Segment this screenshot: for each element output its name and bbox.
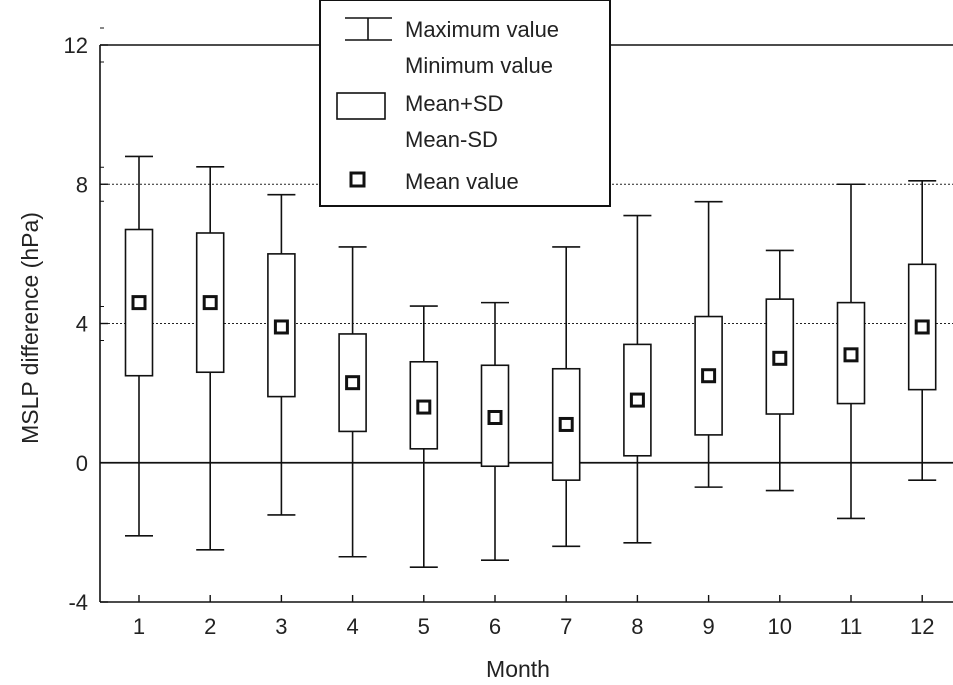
sd-box [124, 228, 154, 377]
legend-min-label: Minimum value [405, 53, 553, 78]
legend-mean-minus-sd-label: Mean-SD [405, 127, 498, 152]
mean-marker [416, 399, 432, 415]
mean-marker [629, 392, 645, 408]
y-tick-label: 12 [64, 33, 88, 58]
y-tick-label: 8 [76, 172, 88, 197]
mean-marker [914, 319, 930, 335]
y-tick-label: 4 [76, 312, 88, 337]
x-tick-label: 3 [275, 614, 287, 639]
x-axis-title: Month [486, 656, 550, 682]
legend-box-icon [336, 92, 386, 120]
sd-box [694, 315, 723, 436]
x-tick-label: 11 [840, 614, 863, 639]
x-tick-label: 8 [631, 614, 643, 639]
mean-marker [202, 295, 218, 311]
sd-box [765, 298, 795, 415]
legend-mean-icon [349, 171, 366, 188]
x-tick-label: 9 [702, 614, 714, 639]
x-tick-label: 10 [768, 614, 792, 639]
mean-marker [701, 368, 717, 384]
mean-marker [273, 319, 289, 335]
x-tick-label: 2 [204, 614, 216, 639]
mean-marker [345, 375, 361, 391]
sd-box [267, 253, 296, 398]
sd-box [551, 367, 581, 481]
x-tick-label: 5 [418, 614, 430, 639]
legend: Maximum value Minimum value Mean+SD Mean… [319, 0, 611, 207]
legend-mean-plus-sd-label: Mean+SD [405, 91, 503, 116]
y-tick-label: 0 [76, 451, 88, 476]
legend-max-label: Maximum value [405, 17, 559, 42]
x-tick-label: 1 [133, 614, 145, 639]
x-tick-label: 12 [910, 614, 934, 639]
x-tick-label: 6 [489, 614, 501, 639]
mean-marker [843, 347, 859, 363]
y-axis-title: MSLP difference (hPa) [17, 212, 43, 444]
x-tick-label: 7 [560, 614, 572, 639]
y-tick-label: -4 [68, 590, 88, 615]
mean-marker [772, 350, 788, 366]
legend-whisker-icon [345, 17, 392, 41]
legend-mean-label: Mean value [405, 169, 519, 194]
mean-marker [131, 295, 147, 311]
x-tick-label: 4 [346, 614, 358, 639]
mean-marker [558, 416, 574, 432]
mean-marker [487, 409, 503, 425]
